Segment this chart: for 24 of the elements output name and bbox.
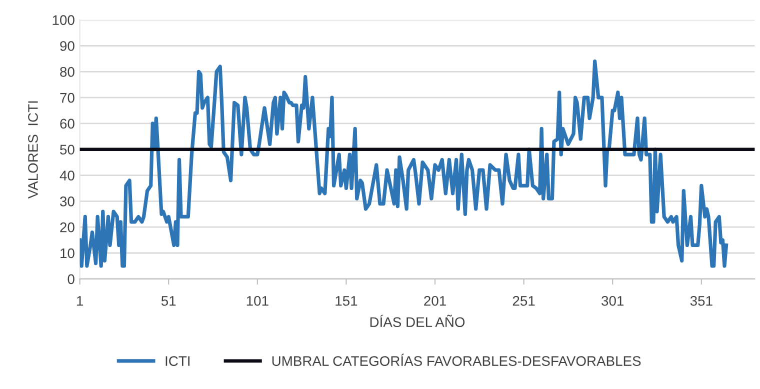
y-tick-label: 80 — [60, 66, 74, 77]
y-tick-label: 100 — [52, 15, 74, 26]
y-tick-label: 90 — [60, 41, 74, 51]
y-axis-title: VALORES ICTI — [28, 101, 38, 199]
legend-label: ICTI — [166, 356, 190, 366]
line-series — [80, 59, 728, 268]
y-tick-label: 40 — [60, 170, 74, 180]
x-tick-label: 1 — [76, 296, 83, 306]
legend-label: UMBRAL CATEGORÍAS FAVORABLES-DESFAVORABLES — [272, 354, 641, 366]
y-tick-label: 50 — [60, 144, 74, 155]
x-tick-label: 51 — [161, 296, 176, 306]
y-tick-label: 0 — [68, 274, 74, 284]
y-tick-label: 20 — [60, 222, 74, 232]
x-tick-label: 301 — [602, 296, 624, 306]
x-tick-label: 151 — [336, 296, 358, 306]
y-tick-label: 10 — [60, 248, 74, 258]
x-tick-label: 351 — [690, 296, 712, 306]
x-axis-title: DÍAS DEL AÑO — [370, 314, 465, 328]
y-tick-label: 70 — [60, 92, 74, 103]
x-tick-label: 101 — [246, 296, 268, 306]
x-tick-label: 251 — [512, 296, 535, 306]
y-tick-label: 60 — [60, 118, 74, 129]
x-tick-label: 201 — [424, 296, 446, 306]
y-tick-label: 30 — [60, 196, 74, 206]
